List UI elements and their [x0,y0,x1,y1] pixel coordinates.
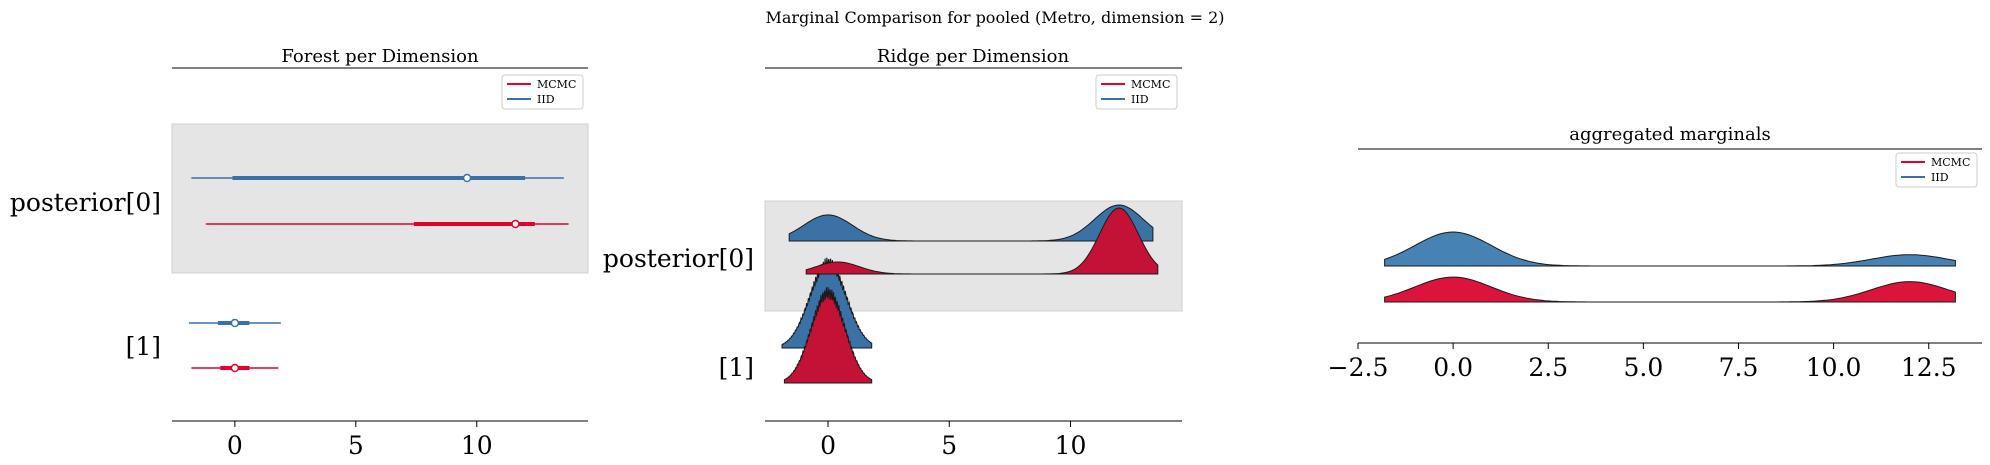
forest-x-ticks: 0 5 10 [227,421,493,460]
forest-title: Forest per Dimension [281,46,479,67]
ridge-legend: MCMC IID [1095,74,1178,110]
forest-marks [188,173,569,373]
ridge-legend-iid-label: IID [1131,93,1149,106]
forest-x-tick-label: 0 [227,431,243,460]
aggregated-panel: aggregated marginals −2.5 0.0 2.5 5.0 7.5 10.… [1328,124,1982,382]
aggregated-x-tick-label: 12.5 [1901,353,1957,382]
aggregated-marks [1384,231,1956,303]
ridge-x-tick-label: 0 [820,431,836,460]
ridge-row-label-0: posterior[0] [603,244,754,273]
ridge-x-tick-label: 5 [941,431,957,460]
aggregated-density-iid [1384,231,1956,267]
ridge-marks [781,204,1159,384]
forest-legend-mcmc-label: MCMC [537,78,576,91]
aggregated-x-tick-label: −2.5 [1328,353,1389,382]
aggregated-x-tick-label: 10.0 [1806,353,1862,382]
ridge-x-ticks: 0 5 10 [820,421,1086,460]
ridge-density-mcmc [805,207,1159,275]
forest-point-estimate [462,173,472,183]
ridge-panel: Ridge per Dimension posterior[0] [1] 0 5 1… [603,46,1183,460]
figure-suptitle: Marginal Comparison for pooled (Metro, d… [765,8,1224,27]
forest-panel: Forest per Dimension posterior[0] [1] 0 5… [10,46,589,460]
aggregated-x-ticks: −2.5 0.0 2.5 5.0 7.5 10.0 12.5 [1328,343,1957,382]
forest-row-label-0: posterior[0] [10,188,161,217]
aggregated-x-tick-label: 5.0 [1623,353,1663,382]
ridge-row-label-1: [1] [719,353,754,382]
ridge-density-mcmc [783,287,873,384]
aggregated-legend: MCMC IID [1895,152,1978,188]
aggregated-legend-iid-label: IID [1931,171,1949,184]
forest-legend-iid-label: IID [537,93,555,106]
ridge-legend-mcmc-label: MCMC [1131,78,1170,91]
aggregated-title: aggregated marginals [1569,124,1770,145]
forest-x-tick-label: 10 [461,431,493,460]
forest-point-estimate [230,363,240,373]
ridge-title: Ridge per Dimension [877,46,1070,67]
forest-point-estimate [230,318,240,328]
aggregated-x-tick-label: 2.5 [1528,353,1568,382]
forest-x-tick-label: 5 [348,431,364,460]
aggregated-legend-mcmc-label: MCMC [1931,156,1970,169]
forest-row-label-1: [1] [126,332,161,361]
forest-point-estimate [511,219,520,229]
aggregated-x-tick-label: 7.5 [1719,353,1759,382]
aggregated-density-mcmc [1384,276,1956,303]
forest-highlight-band [171,123,589,274]
aggregated-x-tick-label: 0.0 [1433,353,1473,382]
ridge-x-tick-label: 10 [1055,431,1087,460]
forest-legend: MCMC IID [501,74,584,110]
